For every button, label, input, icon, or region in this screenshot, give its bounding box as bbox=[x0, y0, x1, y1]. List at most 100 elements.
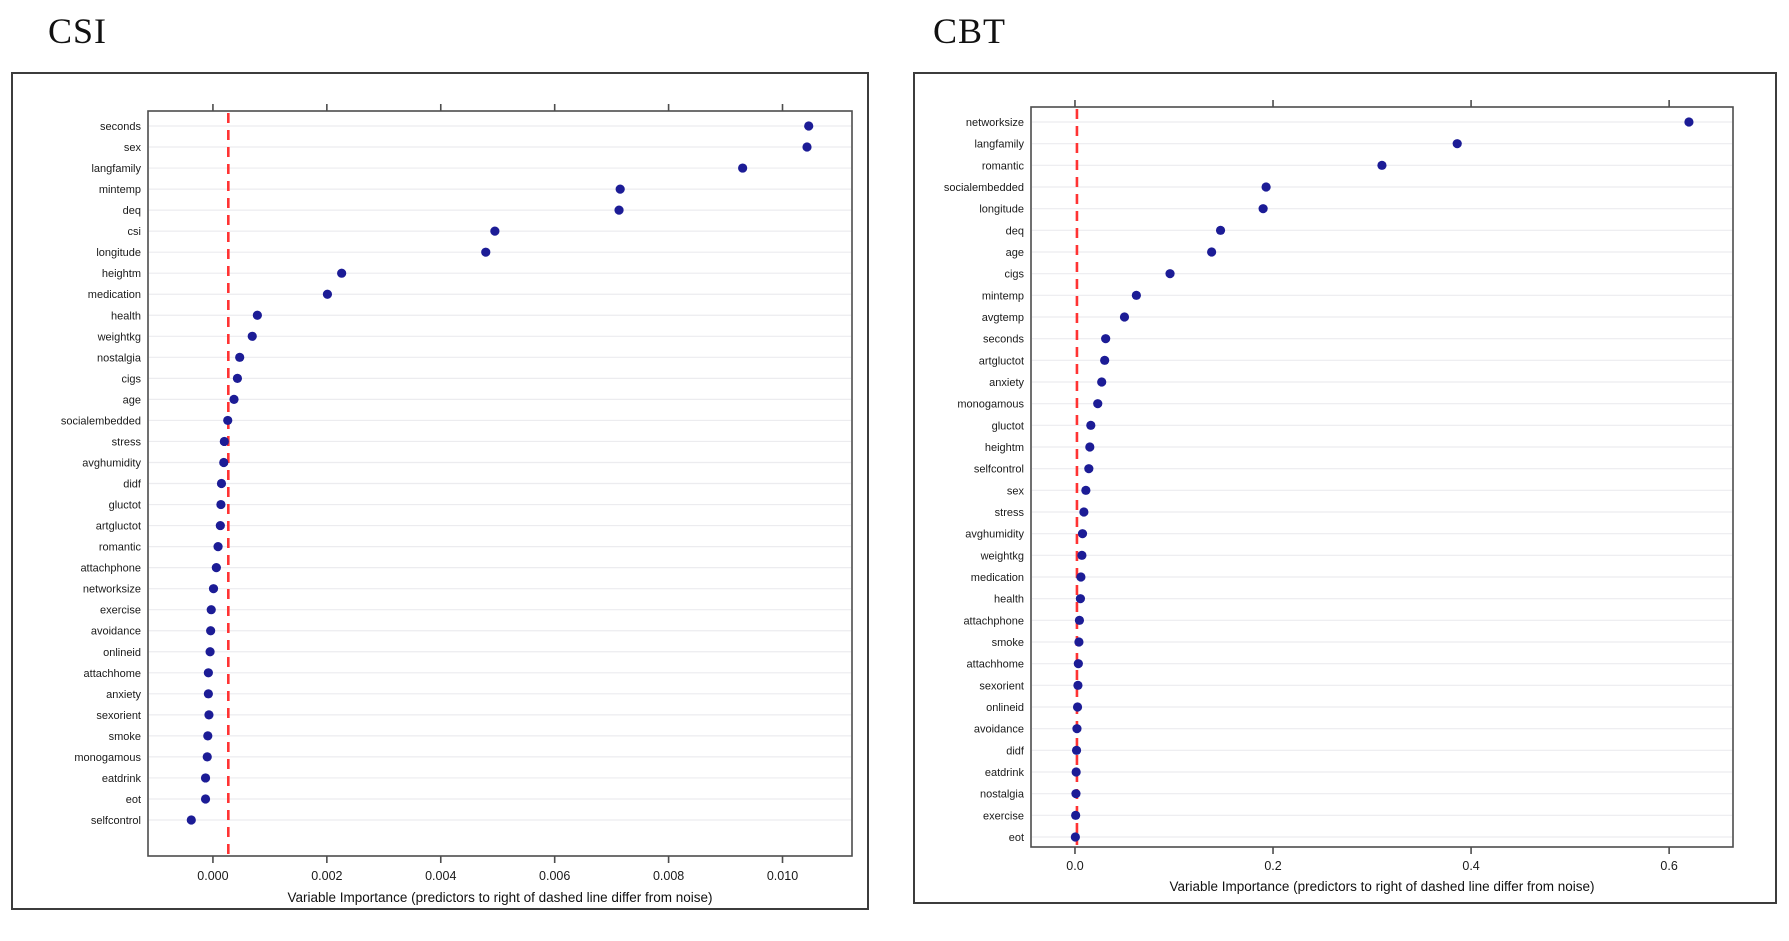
dot-sexorient bbox=[1073, 680, 1083, 690]
dot-langfamily bbox=[1452, 139, 1462, 149]
dot-mintemp bbox=[1131, 290, 1141, 300]
dot-seconds bbox=[804, 121, 814, 131]
y-label-monogamous: monogamous bbox=[957, 399, 1024, 411]
y-label-eatdrink: eatdrink bbox=[102, 773, 142, 785]
y-label-selfcontrol: selfcontrol bbox=[974, 464, 1024, 476]
dot-longitude bbox=[481, 247, 491, 257]
dot-age bbox=[1207, 247, 1217, 257]
dot-sex bbox=[1081, 485, 1091, 495]
y-label-weightkg: weightkg bbox=[980, 550, 1024, 562]
csi-plot: 0.000 0.002 0.004 0.006 0.008 0.010 seconds sex… bbox=[61, 104, 853, 905]
y-label-mintemp: mintemp bbox=[982, 290, 1024, 302]
dot-health bbox=[252, 310, 262, 320]
y-axis-labels: seconds sex langfamily mintemp deq csi longitu… bbox=[61, 121, 142, 827]
gridlines bbox=[1032, 121, 1732, 838]
svg-text:0.2: 0.2 bbox=[1264, 859, 1281, 873]
dot-langfamily bbox=[738, 163, 748, 173]
dot-attachhome bbox=[1073, 659, 1083, 669]
y-label-seconds: seconds bbox=[100, 121, 141, 133]
y-label-artgluctot: artgluctot bbox=[96, 521, 141, 533]
x-axis-tick-labels: 0.0 0.2 0.4 0.6 bbox=[1066, 859, 1678, 873]
y-label-selfcontrol: selfcontrol bbox=[91, 815, 141, 827]
dot-monogamous bbox=[202, 752, 212, 762]
cbt-chart-title: CBT bbox=[933, 11, 1007, 51]
y-label-attachphone: attachphone bbox=[963, 615, 1024, 627]
svg-text:0.006: 0.006 bbox=[539, 869, 570, 883]
y-label-sexorient: sexorient bbox=[96, 710, 141, 722]
dot-mintemp bbox=[615, 184, 625, 194]
cbt-plot: 0.0 0.2 0.4 0.6 networksize langfamily romanti… bbox=[944, 100, 1734, 894]
y-label-didf: didf bbox=[123, 479, 142, 491]
x-axis-tick-labels: 0.000 0.002 0.004 0.006 0.008 0.010 bbox=[197, 869, 798, 883]
dot-onlineid bbox=[1072, 702, 1083, 712]
dot-deq bbox=[1215, 225, 1226, 235]
svg-text:0.4: 0.4 bbox=[1462, 859, 1479, 873]
gridlines bbox=[149, 125, 851, 821]
y-label-eatdrink: eatdrink bbox=[985, 767, 1025, 779]
y-label-eot: eot bbox=[126, 794, 141, 806]
y-label-cigs: cigs bbox=[121, 373, 141, 385]
dot-smoke bbox=[1074, 637, 1084, 647]
csi-chart-panel: 0.000 0.002 0.004 0.006 0.008 0.010 seconds sex… bbox=[11, 72, 869, 910]
dot-networksize bbox=[208, 584, 219, 594]
y-label-health: health bbox=[994, 594, 1024, 606]
dot-romantic bbox=[1377, 160, 1387, 170]
dot-anxiety bbox=[203, 689, 213, 699]
dot-monogamous bbox=[1093, 399, 1103, 409]
dot-didf bbox=[1071, 745, 1082, 755]
y-label-socialembedded: socialembedded bbox=[944, 182, 1024, 194]
svg-text:0.0: 0.0 bbox=[1066, 859, 1083, 873]
y-label-heightm: heightm bbox=[102, 268, 141, 280]
dot-attachhome bbox=[203, 668, 213, 678]
y-label-gluctot: gluctot bbox=[109, 500, 141, 512]
y-label-gluctot: gluctot bbox=[992, 420, 1024, 432]
y-label-romantic: romantic bbox=[99, 542, 142, 554]
dot-eatdrink bbox=[1071, 767, 1081, 777]
y-label-mintemp: mintemp bbox=[99, 184, 141, 196]
y-label-heightm: heightm bbox=[985, 442, 1024, 454]
y-label-monogamous: monogamous bbox=[74, 752, 141, 764]
dot-gluctot bbox=[1086, 420, 1096, 430]
dot-deq bbox=[614, 205, 624, 215]
y-label-csi: csi bbox=[128, 226, 141, 238]
dot-didf bbox=[216, 478, 227, 489]
y-label-eot: eot bbox=[1009, 832, 1024, 844]
dot-sex bbox=[802, 142, 812, 152]
dot-avoidance bbox=[206, 626, 216, 636]
y-label-deq: deq bbox=[123, 205, 141, 217]
dot-medication bbox=[322, 289, 333, 299]
y-label-nostalgia: nostalgia bbox=[980, 789, 1025, 801]
y-axis-labels: networksize langfamily romantic socialembed… bbox=[944, 117, 1025, 844]
dot-age bbox=[229, 394, 239, 404]
y-label-stress: stress bbox=[995, 507, 1025, 519]
y-label-attachphone: attachphone bbox=[80, 563, 141, 575]
y-label-smoke: smoke bbox=[992, 637, 1024, 649]
data-points bbox=[1070, 117, 1694, 842]
dot-medication bbox=[1076, 572, 1086, 582]
dot-stress bbox=[1079, 507, 1089, 517]
plot-border bbox=[1030, 106, 1734, 848]
y-label-medication: medication bbox=[971, 572, 1024, 584]
dot-avgtemp bbox=[1119, 312, 1130, 322]
y-label-langfamily: langfamily bbox=[91, 163, 141, 175]
y-label-onlineid: onlineid bbox=[986, 702, 1024, 714]
y-label-longitude: longitude bbox=[979, 204, 1024, 216]
dot-nostalgia bbox=[1071, 789, 1081, 799]
y-label-onlineid: onlineid bbox=[103, 647, 141, 659]
y-label-artgluctot: artgluctot bbox=[979, 355, 1024, 367]
dot-exercise bbox=[206, 605, 216, 615]
y-label-exercise: exercise bbox=[983, 810, 1024, 822]
y-label-smoke: smoke bbox=[109, 731, 141, 743]
x-axis-ticks bbox=[1074, 100, 1670, 854]
x-axis-label: Variable Importance (predictors to right… bbox=[1170, 879, 1595, 894]
y-label-weightkg: weightkg bbox=[97, 331, 141, 343]
y-label-avghumidity: avghumidity bbox=[82, 457, 141, 469]
svg-text:0.000: 0.000 bbox=[197, 869, 228, 883]
dot-cigs bbox=[232, 373, 243, 383]
dot-weightkg bbox=[1077, 550, 1087, 560]
dot-onlineid bbox=[205, 647, 215, 657]
dot-seconds bbox=[1101, 334, 1111, 344]
dot-avoidance bbox=[1072, 724, 1082, 734]
y-label-deq: deq bbox=[1006, 225, 1024, 237]
dot-selfcontrol bbox=[1084, 464, 1094, 474]
